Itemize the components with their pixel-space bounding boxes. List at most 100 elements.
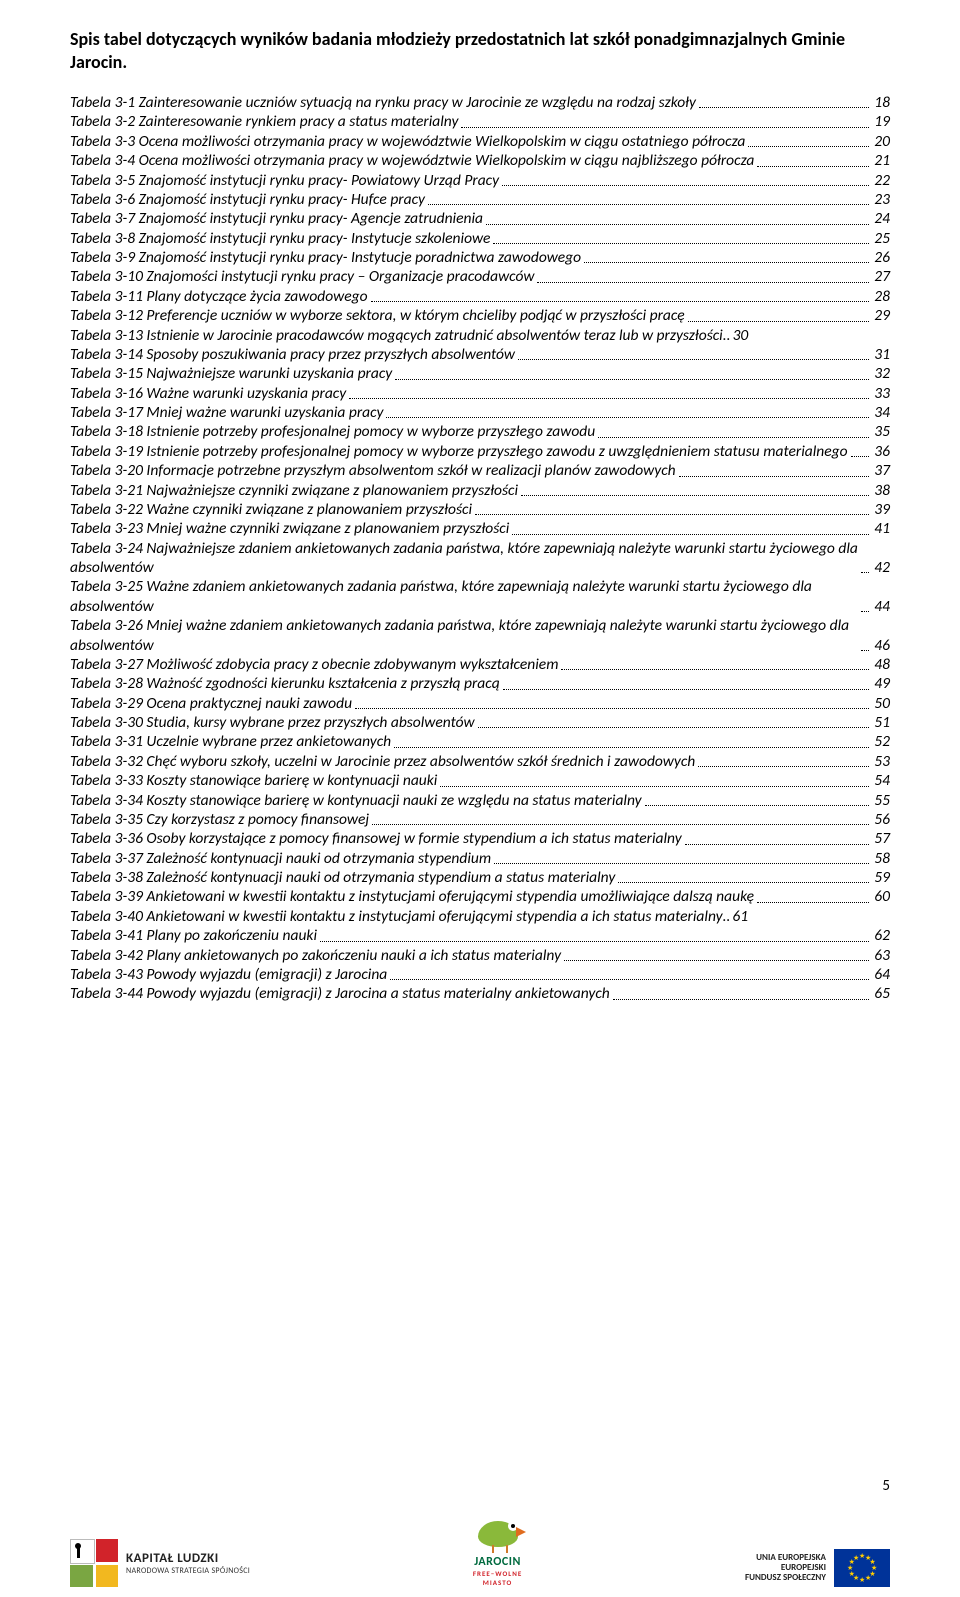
toc-entry: Tabela 3-40 Ankietowani w kwestii kontak… <box>70 907 890 926</box>
toc-page: 21 <box>872 151 890 170</box>
toc-leader-dots <box>349 398 869 399</box>
toc-page: 28 <box>872 287 890 306</box>
toc-page: 44 <box>872 597 890 616</box>
toc-page: 36 <box>872 442 890 461</box>
toc-leader-dots <box>395 379 869 380</box>
toc-leader-dots <box>679 476 870 477</box>
toc-page: 54 <box>872 771 890 790</box>
toc-label: Tabela 3-8 Znajomość instytucji rynku pr… <box>70 229 490 248</box>
toc-tight-separator: .. <box>723 907 731 926</box>
toc-leader-dots <box>698 766 869 767</box>
toc-entry: Tabela 3-30 Studia, kursy wybrane przez … <box>70 713 890 732</box>
toc-page: 64 <box>872 965 890 984</box>
toc-page: 58 <box>872 849 890 868</box>
toc-entry: Tabela 3-24 Najważniejsze zdaniem ankiet… <box>70 539 890 578</box>
footer: KAPITAŁ LUDZKI NARODOWA STRATEGIA SPÓJNO… <box>70 1502 890 1587</box>
toc-label: Tabela 3-2 Zainteresowanie rynkiem pracy… <box>70 112 458 131</box>
toc-leader-dots <box>355 708 869 709</box>
eu-star-icon: ★ <box>865 1574 871 1581</box>
toc-entry: Tabela 3-14 Sposoby poszukiwania pracy p… <box>70 345 890 364</box>
toc-page: 56 <box>872 810 890 829</box>
toc-label: Tabela 3-34 Koszty stanowiące barierę w … <box>70 791 642 810</box>
toc-label: Tabela 3-17 Mniej ważne warunki uzyskani… <box>70 403 383 422</box>
toc-label: Tabela 3-14 Sposoby poszukiwania pracy p… <box>70 345 515 364</box>
toc-page: 42 <box>872 558 890 577</box>
toc-entry: Tabela 3-20 Informacje potrzebne przyszł… <box>70 461 890 480</box>
toc-leader-dots <box>688 321 870 322</box>
footer-logo-jarocin: JAROCIN FREE–WOLNE MIASTO <box>468 1511 528 1587</box>
toc-page: 41 <box>872 519 890 538</box>
toc-entry: Tabela 3-11 Plany dotyczące życia zawodo… <box>70 287 890 306</box>
eu-star-icon: ★ <box>853 1554 859 1561</box>
toc-page: 29 <box>872 306 890 325</box>
toc-label: Tabela 3-41 Plany po zakończeniu nauki <box>70 926 317 945</box>
toc-page: 61 <box>730 907 748 926</box>
toc-entry: Tabela 3-33 Koszty stanowiące barierę w … <box>70 771 890 790</box>
toc-entry: Tabela 3-21 Najważniejsze czynniki związ… <box>70 481 890 500</box>
toc-label: Tabela 3-38 Zależność kontynuacji nauki … <box>70 868 615 887</box>
toc-entry: Tabela 3-8 Znajomość instytucji rynku pr… <box>70 229 890 248</box>
table-of-contents: Tabela 3-1 Zainteresowanie uczniów sytua… <box>70 93 890 1004</box>
toc-leader-dots <box>645 805 870 806</box>
toc-label: Tabela 3-31 Uczelnie wybrane przez ankie… <box>70 732 391 751</box>
toc-page: 26 <box>872 248 890 267</box>
toc-leader-dots <box>521 495 869 496</box>
toc-entry: Tabela 3-44 Powody wyjazdu (emigracji) z… <box>70 984 890 1003</box>
toc-entry: Tabela 3-6 Znajomość instytucji rynku pr… <box>70 190 890 209</box>
toc-leader-dots <box>598 437 869 438</box>
toc-leader-dots <box>748 146 869 147</box>
toc-leader-dots <box>618 882 869 883</box>
toc-leader-dots <box>502 185 869 186</box>
toc-page: 19 <box>872 112 890 131</box>
toc-page: 18 <box>872 93 890 112</box>
toc-leader-dots <box>537 282 869 283</box>
toc-page: 57 <box>872 829 890 848</box>
toc-page: 30 <box>731 326 749 345</box>
toc-label: Tabela 3-23 Mniej ważne czynniki związan… <box>70 519 509 538</box>
toc-leader-dots <box>478 727 870 728</box>
toc-leader-dots <box>757 902 869 903</box>
toc-page: 23 <box>872 190 890 209</box>
toc-page: 25 <box>872 229 890 248</box>
toc-entry: Tabela 3-42 Plany ankietowanych po zakoń… <box>70 946 890 965</box>
toc-leader-dots <box>685 844 870 845</box>
jarocin-sub1: FREE–WOLNE <box>473 1569 522 1578</box>
toc-label: Tabela 3-35 Czy korzystasz z pomocy fina… <box>70 810 369 829</box>
toc-leader-dots <box>440 786 869 787</box>
toc-entry: Tabela 3-4 Ocena możliwości otrzymania p… <box>70 151 890 170</box>
toc-entry: Tabela 3-9 Znajomość instytucji rynku pr… <box>70 248 890 267</box>
toc-entry: Tabela 3-17 Mniej ważne warunki uzyskani… <box>70 403 890 422</box>
toc-page: 48 <box>872 655 890 674</box>
toc-label: Tabela 3-13 Istnienie w Jarocinie pracod… <box>70 326 723 345</box>
toc-label: Tabela 3-4 Ocena możliwości otrzymania p… <box>70 151 754 170</box>
page-number: 5 <box>882 1477 890 1495</box>
toc-label: Tabela 3-3 Ocena możliwości otrzymania p… <box>70 132 745 151</box>
toc-label: Tabela 3-16 Ważne warunki uzyskania prac… <box>70 384 346 403</box>
toc-label: Tabela 3-30 Studia, kursy wybrane przez … <box>70 713 475 732</box>
toc-page: 38 <box>872 481 890 500</box>
toc-entry: Tabela 3-3 Ocena możliwości otrzymania p… <box>70 132 890 151</box>
toc-entry: Tabela 3-19 Istnienie potrzeby profesjon… <box>70 442 890 461</box>
page: Spis tabel dotyczących wyników badania m… <box>0 0 960 1597</box>
toc-entry: Tabela 3-2 Zainteresowanie rynkiem pracy… <box>70 112 890 131</box>
toc-leader-dots <box>757 166 869 167</box>
toc-label: Tabela 3-1 Zainteresowanie uczniów sytua… <box>70 93 696 112</box>
toc-leader-dots <box>512 534 869 535</box>
toc-entry: Tabela 3-37 Zależność kontynuacji nauki … <box>70 849 890 868</box>
toc-label: Tabela 3-10 Znajomości instytucji rynku … <box>70 267 534 286</box>
footer-logo-eu: UNIA EUROPEJSKA EUROPEJSKI FUNDUSZ SPOŁE… <box>745 1549 890 1587</box>
toc-entry: Tabela 3-7 Znajomość instytucji rynku pr… <box>70 209 890 228</box>
jarocin-sub2: MIASTO <box>473 1578 522 1587</box>
toc-label: Tabela 3-39 Ankietowani w kwestii kontak… <box>70 887 754 906</box>
toc-page: 50 <box>872 694 890 713</box>
footer-logo-kapital: KAPITAŁ LUDZKI NARODOWA STRATEGIA SPÓJNO… <box>70 1539 250 1587</box>
toc-page: 32 <box>872 364 890 383</box>
toc-leader-dots <box>320 941 869 942</box>
toc-page: 20 <box>872 132 890 151</box>
toc-entry: Tabela 3-41 Plany po zakończeniu nauki62 <box>70 926 890 945</box>
toc-leader-dots <box>372 824 869 825</box>
toc-label: Tabela 3-11 Plany dotyczące życia zawodo… <box>70 287 368 306</box>
toc-page: 31 <box>872 345 890 364</box>
toc-leader-dots <box>564 960 869 961</box>
toc-leader-dots <box>503 689 870 690</box>
